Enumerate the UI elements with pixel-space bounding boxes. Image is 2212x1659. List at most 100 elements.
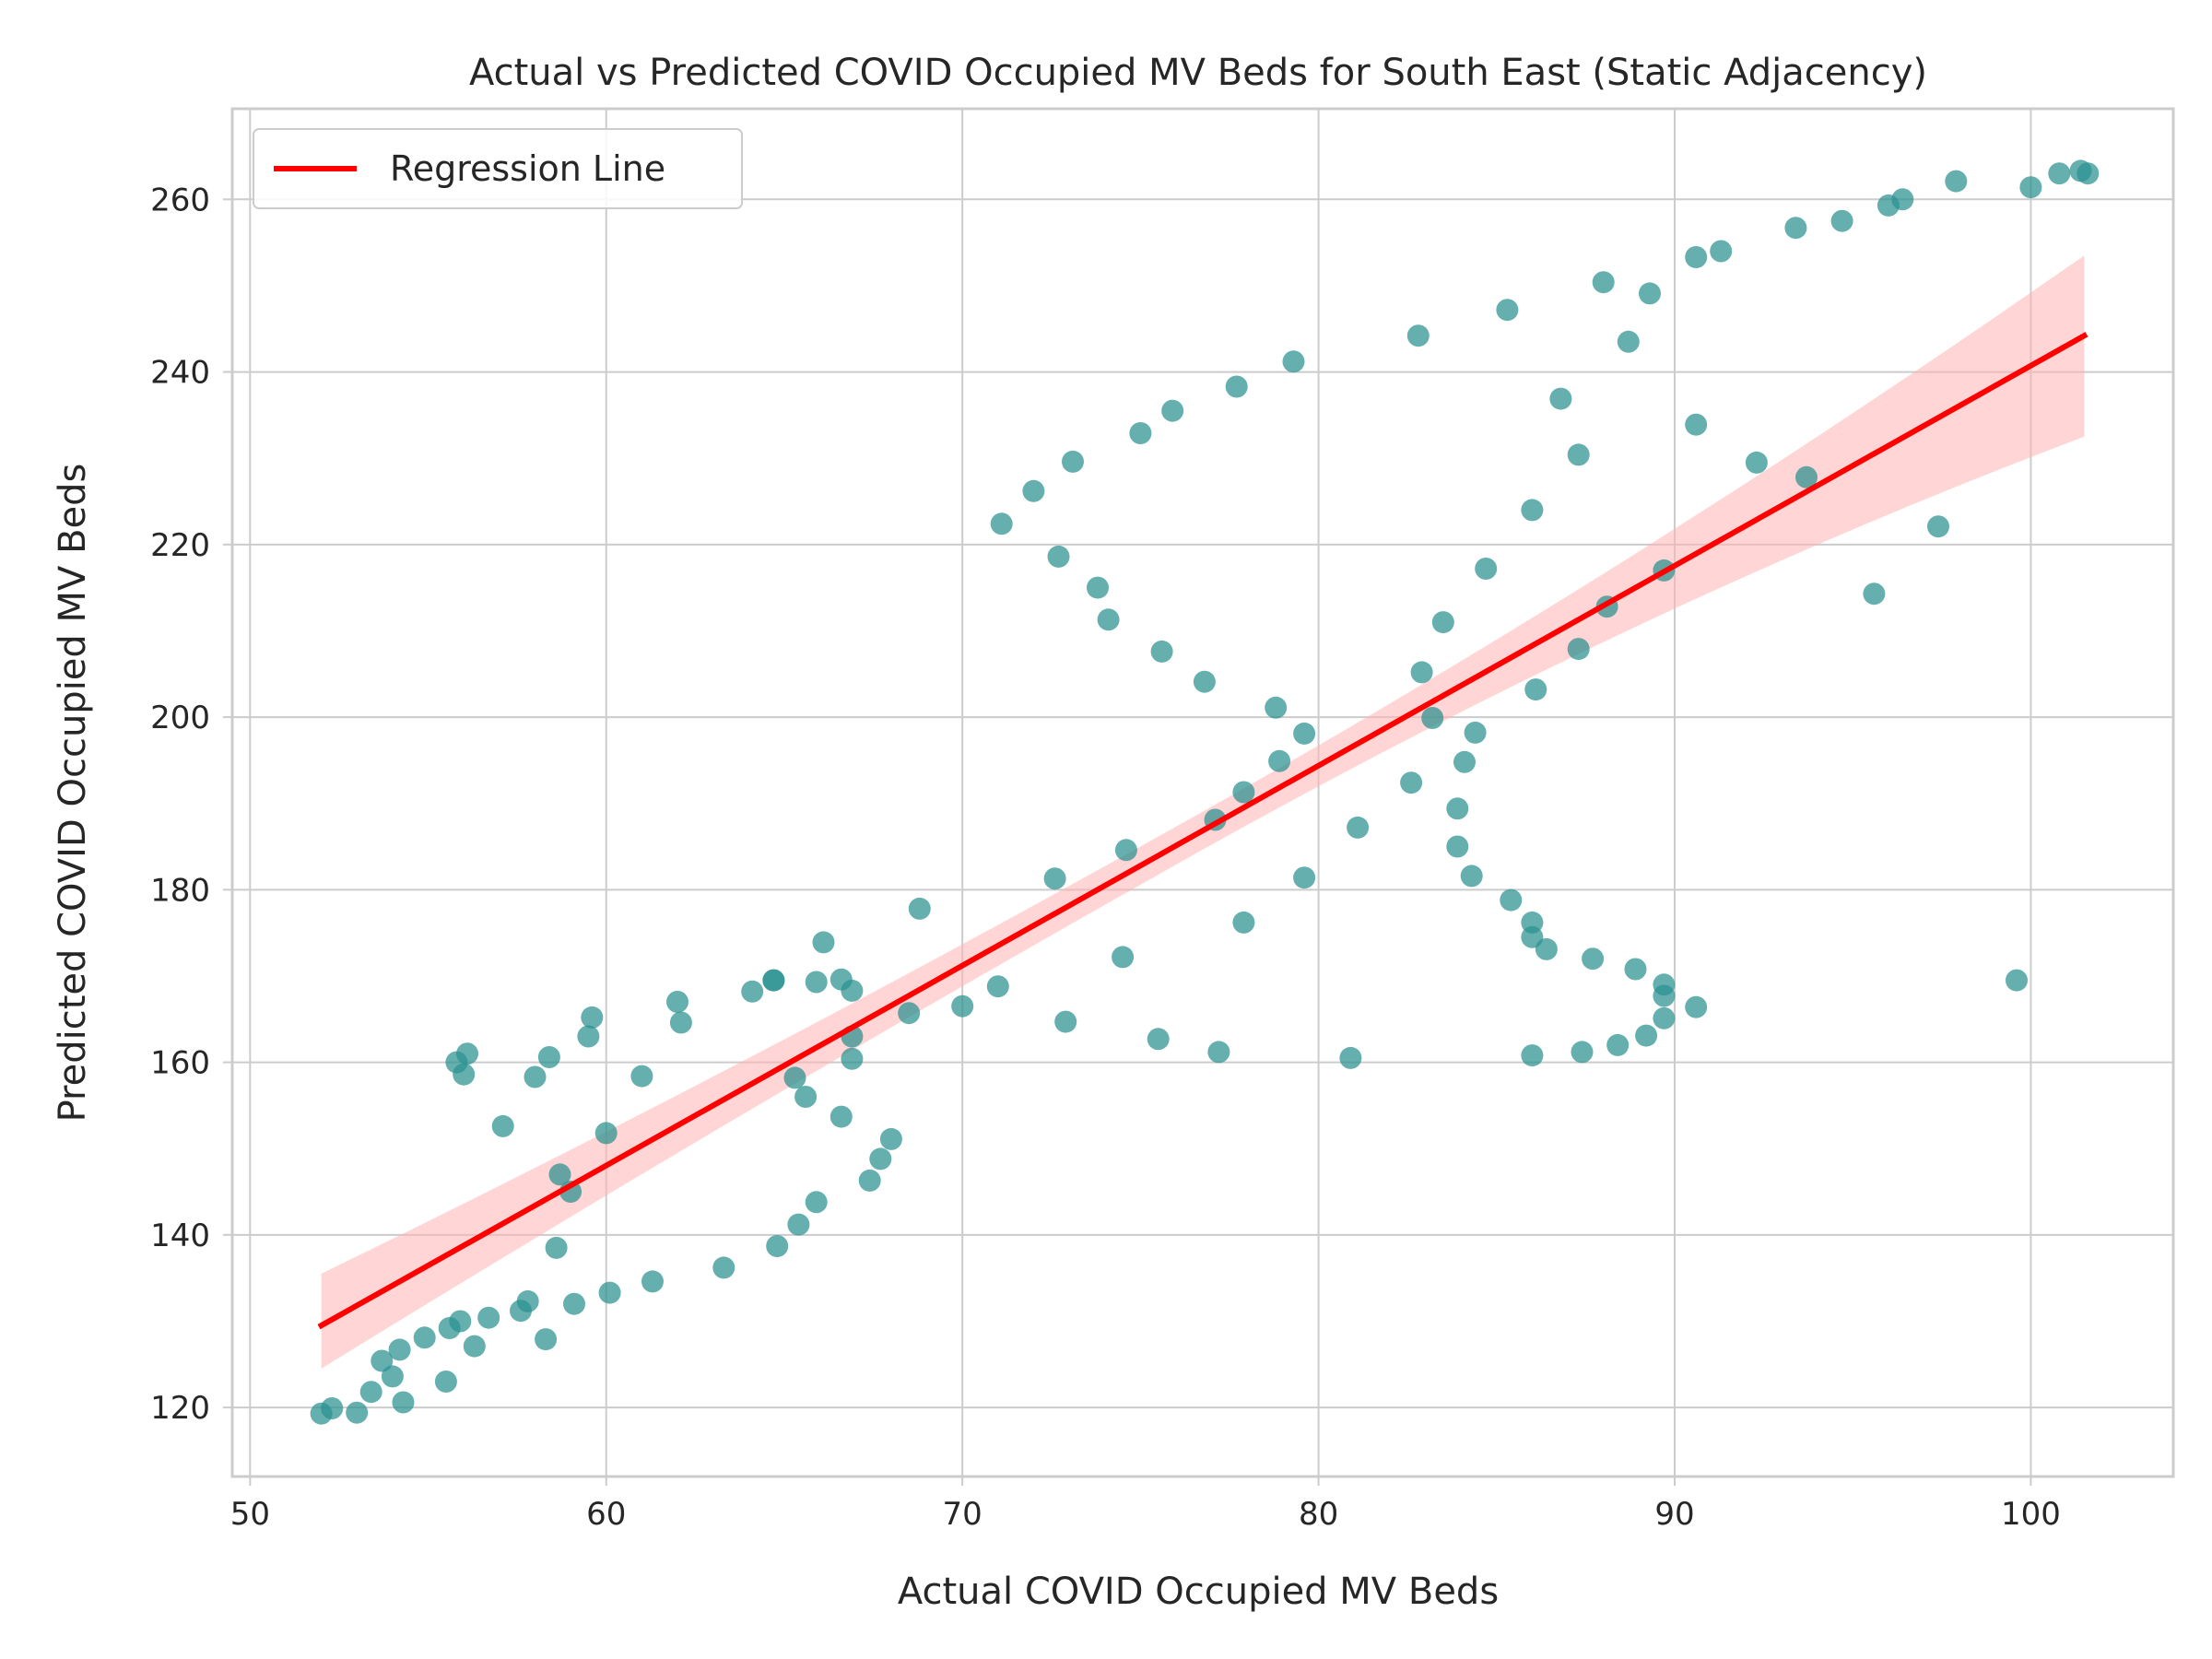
data-point (463, 1335, 486, 1358)
data-point (1293, 722, 1316, 745)
data-point (1431, 611, 1454, 634)
data-point (1891, 188, 1914, 211)
data-point (456, 1042, 478, 1065)
data-point (1830, 209, 1853, 232)
data-point (1114, 839, 1137, 862)
data-point (986, 975, 1009, 998)
data-point (1129, 422, 1152, 444)
x-tick-label: 70 (943, 1496, 982, 1533)
data-point (1464, 721, 1487, 744)
data-point (1624, 958, 1647, 981)
data-point (1446, 835, 1469, 858)
data-point (1500, 888, 1523, 912)
chart-title: Actual vs Predicted COVID Occupied MV Be… (469, 52, 1927, 94)
x-axis-label: Actual COVID Occupied MV Beds (898, 1571, 1499, 1613)
data-point (1054, 1010, 1077, 1033)
data-point (1147, 1028, 1170, 1051)
data-point (1710, 240, 1733, 263)
data-point (1225, 375, 1248, 398)
data-point (1282, 350, 1305, 373)
plot-frame (230, 107, 2175, 1478)
data-point (1406, 324, 1430, 347)
data-point (1453, 750, 1476, 773)
y-tick-label: 220 (150, 527, 210, 564)
data-point (1639, 282, 1661, 305)
data-point (453, 1063, 476, 1086)
data-point (1784, 217, 1807, 240)
data-point (805, 1191, 828, 1214)
regression-line-layer (317, 332, 2088, 1330)
data-point (1549, 387, 1572, 410)
tick-labels: 50 60 70 80 90 100 120 140 160 180 200 220 240 260 (150, 182, 2061, 1533)
confidence-band (321, 255, 2085, 1370)
legend-regression-label: Regression Line (390, 148, 665, 189)
x-tick-label: 80 (1299, 1496, 1338, 1533)
data-point (858, 1169, 881, 1192)
y-tick-label: 240 (150, 355, 210, 392)
data-point (1567, 443, 1590, 466)
data-point (1567, 638, 1590, 661)
data-point (1685, 246, 1708, 268)
data-point (1524, 678, 1547, 701)
data-point (1112, 946, 1135, 969)
y-tick-label: 160 (150, 1045, 210, 1082)
y-axis-label: Predicted COVID Occupied MV Beds (52, 464, 94, 1123)
data-point (548, 1163, 571, 1186)
x-tick-label: 50 (230, 1496, 270, 1533)
data-point (477, 1306, 500, 1329)
data-point (1521, 499, 1544, 522)
data-point (794, 1086, 818, 1108)
data-point (581, 1006, 604, 1029)
data-point (321, 1397, 344, 1419)
data-point (516, 1289, 539, 1312)
x-tick-label: 60 (586, 1496, 626, 1533)
data-point (1062, 450, 1084, 473)
data-point (535, 1328, 558, 1351)
y-tick-label: 180 (150, 872, 210, 909)
data-point (434, 1371, 457, 1393)
data-point (2006, 969, 2028, 992)
data-point (841, 979, 864, 1002)
data-point (2048, 162, 2071, 185)
data-point (346, 1401, 369, 1424)
regression-line (317, 332, 2088, 1330)
data-point (563, 1292, 585, 1315)
data-point (359, 1381, 382, 1404)
data-point (2019, 176, 2042, 199)
data-point (598, 1281, 621, 1304)
data-points (310, 159, 2100, 1425)
data-point (712, 1256, 735, 1279)
data-point (1421, 707, 1444, 729)
data-point (1475, 558, 1498, 580)
data-point (1460, 865, 1483, 888)
data-point (1535, 937, 1558, 960)
data-point (1945, 170, 1968, 193)
data-point (1043, 867, 1066, 890)
data-point (1617, 330, 1640, 353)
data-point (1685, 413, 1708, 436)
data-point (787, 1213, 810, 1236)
data-point (381, 1365, 404, 1388)
data-point (1446, 797, 1469, 820)
data-point (869, 1147, 892, 1171)
data-point (1927, 515, 1949, 538)
data-point (1685, 995, 1708, 1018)
data-point (1232, 911, 1255, 934)
data-point (524, 1065, 547, 1088)
data-point (951, 994, 974, 1018)
data-point (1795, 465, 1818, 488)
data-point (413, 1326, 436, 1349)
data-point (594, 1122, 618, 1145)
data-point (1745, 451, 1768, 474)
data-point (1232, 781, 1255, 804)
data-point (1863, 582, 1886, 606)
data-point (669, 1011, 692, 1034)
data-point (1087, 576, 1109, 599)
data-point (545, 1236, 568, 1259)
data-point (990, 512, 1013, 535)
data-point (1606, 1033, 1630, 1056)
data-point (898, 1002, 921, 1025)
y-tick-label: 120 (150, 1390, 210, 1427)
data-point (1161, 399, 1184, 422)
